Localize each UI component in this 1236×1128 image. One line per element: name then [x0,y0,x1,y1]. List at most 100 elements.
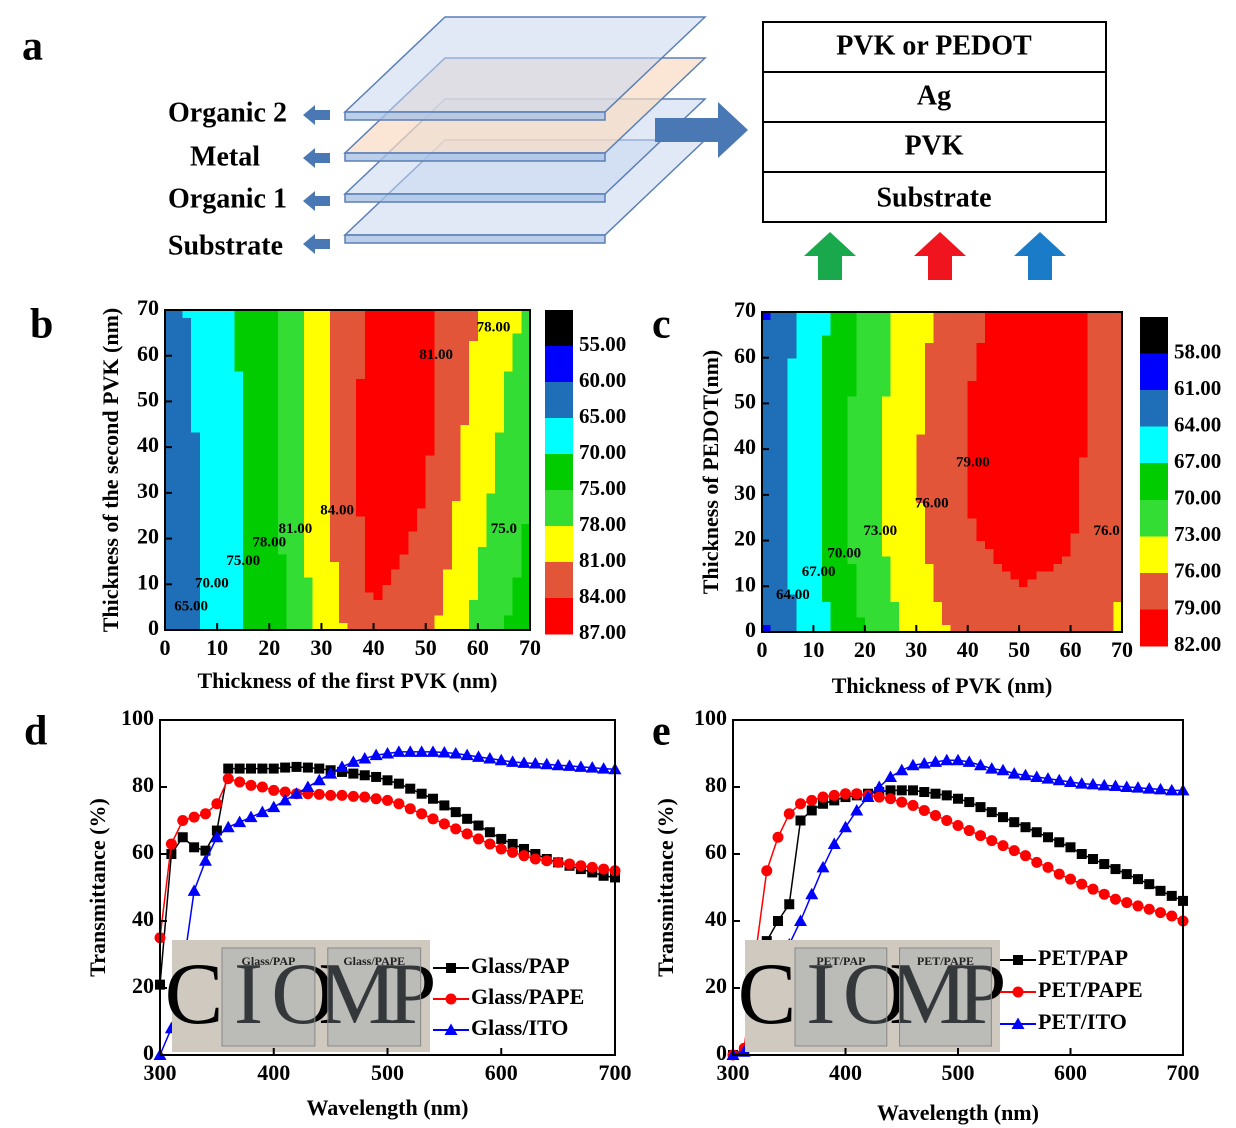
contour-cell [788,533,797,541]
contour-cell [891,449,900,457]
contour-cell [469,485,478,493]
contour-cell [304,600,313,608]
contour-cell [426,371,435,379]
contour-cell [1088,403,1097,411]
contour-cell [976,502,985,510]
marker [1122,869,1132,879]
stack-label: Substrate [876,182,991,213]
contour-cell [182,333,191,341]
contour-cell [779,381,788,389]
contour-cell [226,523,235,531]
contour-cell [831,480,840,488]
contour-cell [1019,533,1028,541]
contour-cell [417,516,426,524]
contour-cell [365,569,374,577]
colorbar-segment [545,346,573,383]
contour-cell [443,546,452,554]
marker [303,763,313,773]
contour-cell [771,548,780,556]
contour-cell [1079,342,1088,350]
contour-cell [200,508,209,516]
contour-cell [330,318,339,326]
contour-cell [208,325,217,333]
contour-cell [1071,335,1080,343]
marker [1077,849,1087,859]
contour-cell [408,455,417,463]
contour-cell [304,409,313,417]
contour-cell [1002,381,1011,389]
contour-cell [1071,586,1080,594]
contour-cell [1062,480,1071,488]
contour-cell [1053,434,1062,442]
contour-cell [478,554,487,562]
contour-cell [391,600,400,608]
contour-cell [330,592,339,600]
contour-cell [182,424,191,432]
contour-cell [217,462,226,470]
contour-cell [391,401,400,409]
contour-cell [779,449,788,457]
contour-cell [856,419,865,427]
contour-cell [1088,487,1097,495]
contour-cell [1028,571,1037,579]
contour-cell [1053,525,1062,533]
contour-cell [408,333,417,341]
contour-cell [993,342,1002,350]
contour-cell [813,358,822,366]
contour-cell [873,487,882,495]
contour-cell [873,502,882,510]
contour-cell [287,417,296,425]
contour-cell [899,464,908,472]
contour-cell [443,584,452,592]
contour-cell [321,356,330,364]
contour-cell [191,371,200,379]
contour-cell [174,447,183,455]
contour-cell [891,541,900,549]
colorbar-segment [545,382,573,419]
contour-cell [191,470,200,478]
contour-cell [382,478,391,486]
contour-cell [839,617,848,625]
contour-cell [942,388,951,396]
contour-cell [1062,312,1071,320]
contour-cell [165,508,174,516]
contour-cell [942,442,951,450]
contour-cell [951,495,960,503]
contour-cell [788,342,797,350]
contour-cell [208,333,217,341]
contour-cell [1028,472,1037,480]
contour-cell [478,340,487,348]
contour-cell [1011,411,1020,419]
contour-cell [434,401,443,409]
contour-cell [856,571,865,579]
contour-cell [925,472,934,480]
contour-cell [1079,594,1088,602]
contour-cell [908,464,917,472]
contour-cell [771,434,780,442]
contour-cell [1045,350,1054,358]
contour-cell [873,388,882,396]
chart-panel: c64.0067.0070.0073.0076.0079.0076.058.00… [652,297,1221,698]
contour-cell [899,609,908,617]
contour-cell [951,556,960,564]
contour-cell [831,609,840,617]
contour-cell [400,401,409,409]
contour-cell [1011,388,1020,396]
contour-cell [339,531,348,539]
contour-cell [1028,335,1037,343]
contour-cell [261,493,270,501]
contour-cell [908,602,917,610]
contour-cell [813,449,822,457]
contour-cell [487,584,496,592]
contour-cell [1002,312,1011,320]
contour-cell [788,434,797,442]
contour-cell [434,500,443,508]
contour-cell [295,554,304,562]
contour-cell [417,386,426,394]
contour-cell [1045,563,1054,571]
contour-cell [434,440,443,448]
contour-cell [252,432,261,440]
contour-cell [452,592,461,600]
contour-cell [321,386,330,394]
contour-cell [269,386,278,394]
